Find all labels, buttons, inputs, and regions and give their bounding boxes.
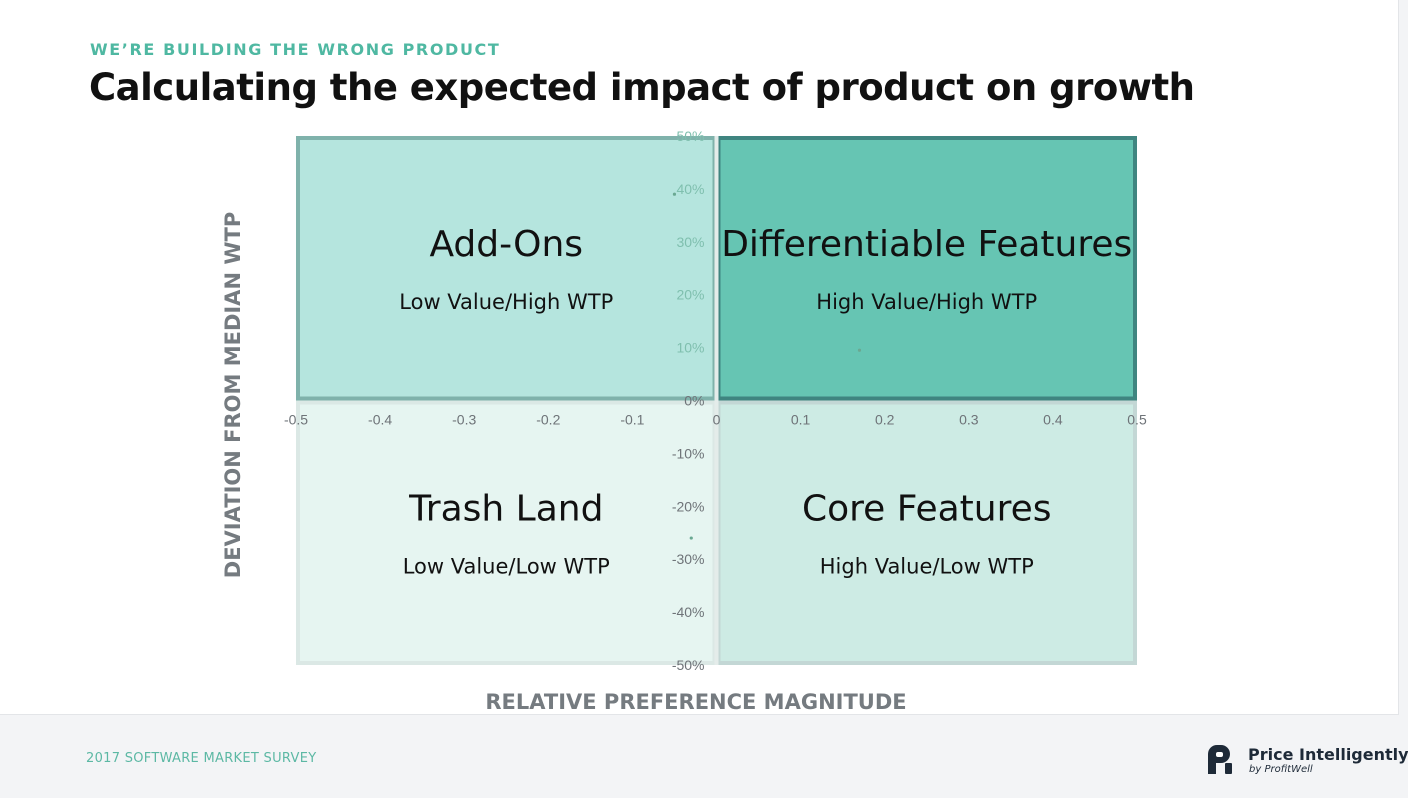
slide-title: Calculating the expected impact of produ…	[89, 66, 1195, 109]
quadrant-subtitle: Low Value/High WTP	[399, 290, 613, 314]
quadrant-bottom-right: Core Features High Value/Low WTP	[716, 400, 1137, 665]
quadrant-top-right: Differentiable Features High Value/High W…	[716, 136, 1137, 401]
section-eyebrow: WE’RE BUILDING THE WRONG PRODUCT	[90, 40, 501, 59]
logo-subtitle: by ProfitWell	[1249, 764, 1313, 775]
y-tick-label: -20%	[672, 498, 705, 514]
y-tick-label: 50%	[676, 128, 704, 144]
quadrant-bottom-right-fill	[716, 400, 1137, 665]
x-tick-label: -0.2	[536, 412, 560, 428]
x-tick-label: 0.1	[791, 412, 811, 428]
quadrant-top-left-fill	[296, 136, 717, 401]
y-tick-label: 30%	[676, 234, 704, 250]
data-point	[672, 192, 677, 196]
quadrant-subtitle: Low Value/Low WTP	[403, 555, 610, 579]
quadrant-bottom-left-fill	[296, 400, 717, 665]
y-tick-label: 10%	[676, 340, 704, 356]
quadrant-subtitle: High Value/Low WTP	[820, 555, 1034, 579]
x-tick-label: -0.5	[284, 412, 308, 428]
y-tick-label: 0%	[684, 393, 704, 409]
quadrant-title: Trash Land	[408, 489, 603, 530]
quadrant-bottom-left: Trash Land Low Value/Low WTP	[296, 400, 717, 665]
x-tick-label: -0.1	[620, 412, 644, 428]
quadrant-title: Add-Ons	[429, 224, 583, 265]
x-tick-label: 0.3	[959, 412, 979, 428]
quadrant-top-left: Add-Ons Low Value/High WTP	[296, 136, 717, 401]
quadrant-title: Differentiable Features	[721, 224, 1132, 265]
slide: WE’RE BUILDING THE WRONG PRODUCT Calcula…	[0, 0, 1399, 715]
data-point	[857, 348, 862, 352]
x-tick-label: -0.3	[452, 412, 476, 428]
logo-name: Price Intelligently	[1248, 745, 1408, 764]
y-tick-label: 20%	[676, 287, 704, 303]
x-tick-label: 0.2	[875, 412, 895, 428]
x-tick-label: 0.4	[1043, 412, 1063, 428]
x-axis-title: RELATIVE PREFERENCE MAGNITUDE	[485, 690, 906, 714]
price-intelligently-logo-icon	[1208, 745, 1232, 774]
y-tick-label: -30%	[672, 551, 705, 567]
quadrant-title: Core Features	[802, 489, 1052, 530]
y-tick-label: -40%	[672, 604, 705, 620]
y-axis-title: DEVIATION FROM MEDIAN WTP	[221, 212, 245, 578]
x-tick-label: 0	[713, 412, 721, 428]
price-intelligently-logo: Price Intelligently by ProfitWell	[1206, 745, 1408, 779]
y-tick-label: -10%	[672, 445, 705, 461]
footer-survey-label: 2017 SOFTWARE MARKET SURVEY	[86, 751, 317, 766]
x-tick-label: 0.5	[1127, 412, 1147, 428]
quadrant-top-right-fill	[716, 136, 1137, 401]
y-tick-label: -50%	[672, 657, 705, 673]
data-point	[689, 536, 693, 540]
quadrant-subtitle: High Value/High WTP	[816, 290, 1037, 314]
quadrant-chart: Add-Ons Low Value/High WTP Differentiable …	[221, 128, 1147, 714]
y-tick-label: 40%	[676, 181, 704, 197]
x-tick-label: -0.4	[368, 412, 392, 428]
